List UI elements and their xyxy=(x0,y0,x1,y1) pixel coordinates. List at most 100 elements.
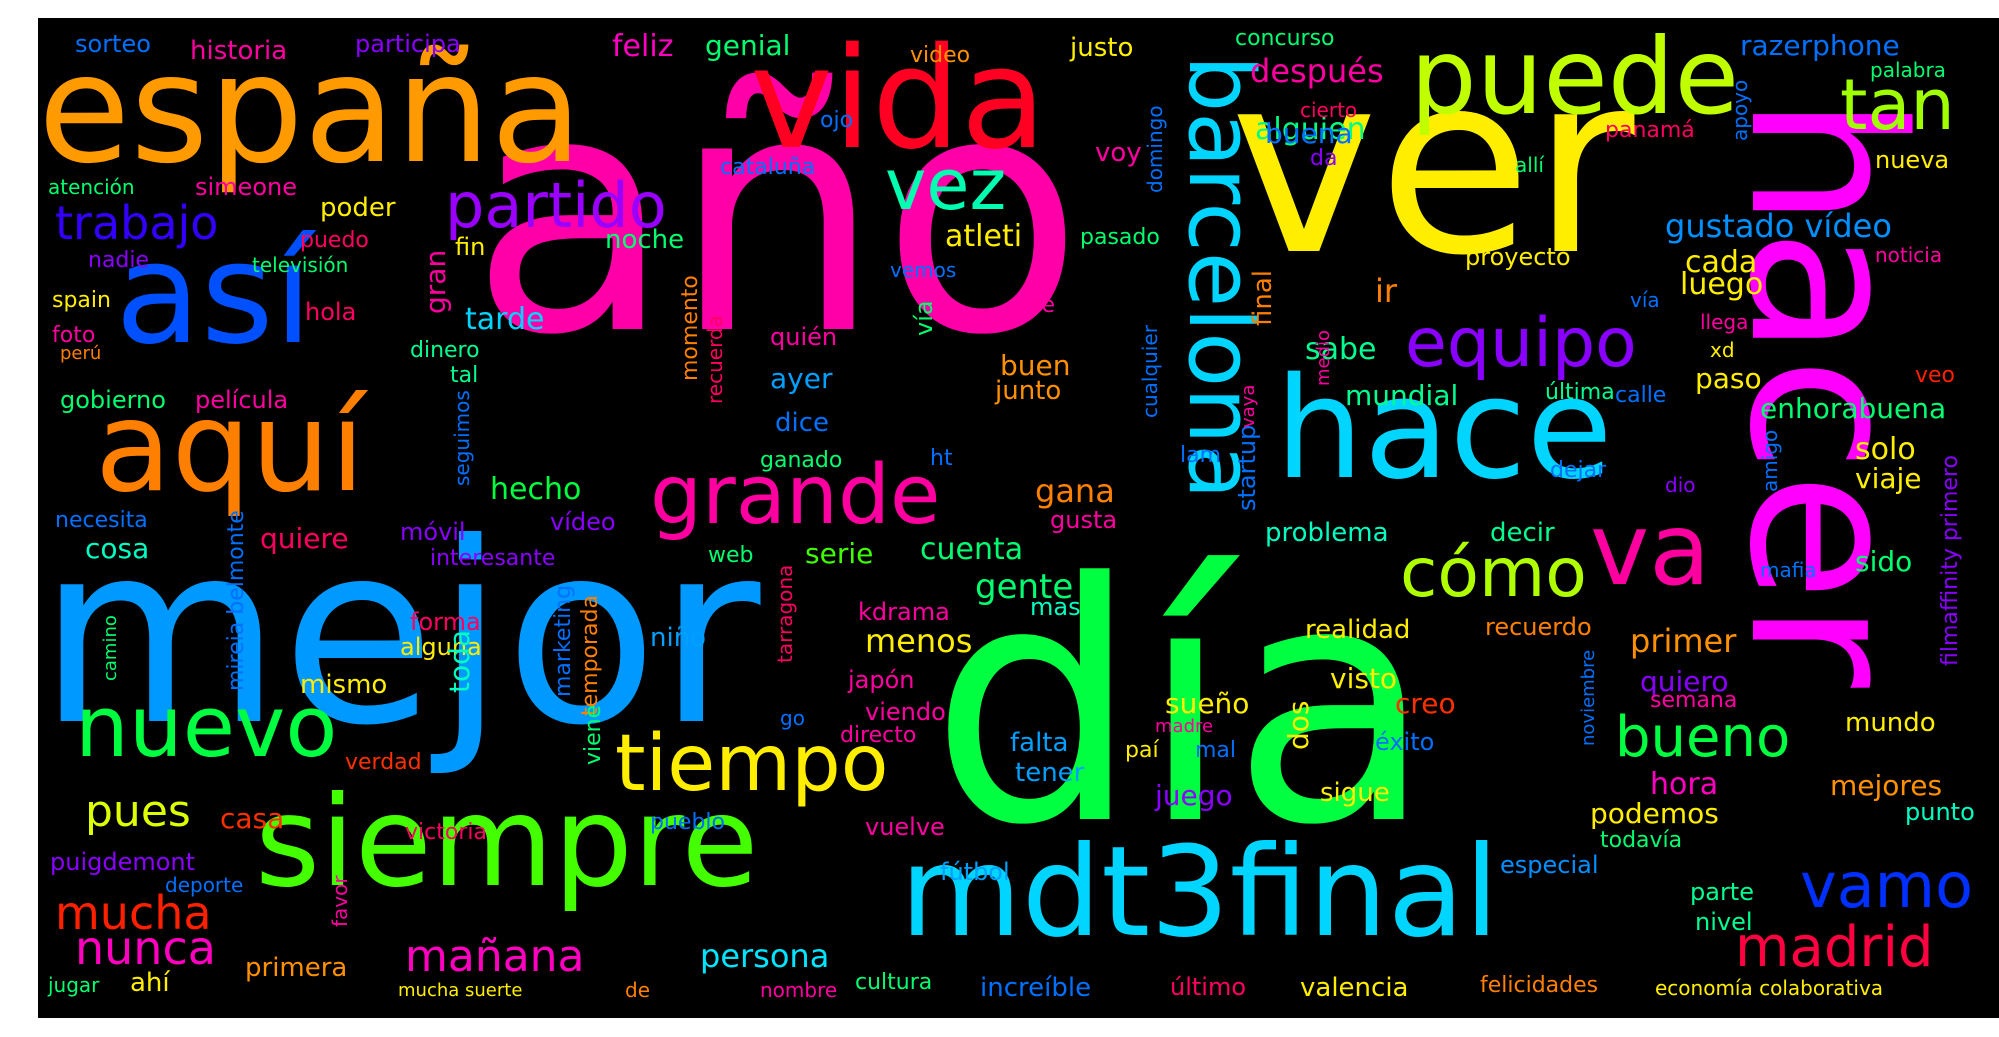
cloud-word: noticia xyxy=(1875,243,1943,267)
cloud-word: visto xyxy=(1330,662,1398,695)
cloud-word: proyecto xyxy=(1465,243,1571,271)
cloud-word: noviembre xyxy=(1578,649,1599,746)
cloud-word: seguimos xyxy=(450,390,474,486)
cloud-word: alguna xyxy=(400,633,482,661)
cloud-word: problema xyxy=(1265,518,1389,548)
cloud-word: hace xyxy=(1275,348,1613,511)
cloud-word: fin xyxy=(455,233,486,261)
cloud-word: marketing xyxy=(551,584,576,697)
cloud-word: nombre xyxy=(760,978,838,1002)
cloud-word: vídeo xyxy=(550,508,616,536)
cloud-word: allí xyxy=(1515,153,1544,177)
cloud-word: tener xyxy=(1015,758,1085,788)
cloud-word: da xyxy=(1310,146,1338,171)
cloud-word: economía colaborativa xyxy=(1655,976,1884,1000)
cloud-word: veo xyxy=(1915,363,1956,388)
cloud-word: dio xyxy=(1665,473,1696,497)
cloud-word: sorteo xyxy=(75,30,151,58)
cloud-word: última xyxy=(1545,380,1615,405)
cloud-word: calle xyxy=(1615,383,1667,408)
cloud-word: persona xyxy=(700,937,830,975)
cloud-word: pasado xyxy=(1080,225,1160,250)
cloud-word: participa xyxy=(355,30,461,58)
cloud-word: primera xyxy=(245,953,348,983)
cloud-word: sigue xyxy=(1320,778,1390,808)
word-cloud: año día ver mejor hacer españa vida así hace aquí… xyxy=(38,18,1999,1018)
cloud-word: quién xyxy=(770,323,838,351)
cloud-word: televisión xyxy=(252,253,349,277)
cloud-word: tal xyxy=(450,363,479,388)
cloud-word: casa xyxy=(220,802,285,835)
cloud-word: vamo xyxy=(1800,849,1974,922)
cloud-word: último xyxy=(1170,973,1247,1001)
cloud-word: gustado vídeo xyxy=(1665,207,1892,245)
cloud-word: así xyxy=(115,213,313,376)
cloud-word: sé xyxy=(1030,293,1055,318)
cloud-word: hora xyxy=(1650,767,1719,802)
cloud-word: pues xyxy=(85,786,191,837)
cloud-word: solo xyxy=(1855,432,1916,467)
cloud-word: noche xyxy=(605,225,685,255)
cloud-word: momento xyxy=(678,275,703,381)
cloud-word: necesita xyxy=(55,508,148,533)
cloud-word: primer xyxy=(1630,622,1737,660)
cloud-word: llega xyxy=(1700,310,1749,334)
cloud-word: quiero xyxy=(1640,665,1729,698)
cloud-word: especial xyxy=(1500,851,1599,879)
cloud-word: spain xyxy=(52,288,111,313)
cloud-word: dice xyxy=(775,408,830,438)
cloud-word: sido xyxy=(1855,545,1913,578)
cloud-word: ver xyxy=(1230,19,1635,310)
cloud-word: ojo xyxy=(820,108,854,133)
cloud-word: atención xyxy=(48,175,135,199)
cloud-word: valencia xyxy=(1300,973,1409,1003)
cloud-word: todavía xyxy=(1600,828,1683,853)
cloud-word: puedo xyxy=(300,228,369,253)
cloud-word: enhorabuena xyxy=(1760,392,1947,425)
cloud-word: foto xyxy=(52,323,96,348)
cloud-word: buen xyxy=(1000,349,1071,382)
cloud-word: ganado xyxy=(760,448,843,473)
cloud-word: dejar xyxy=(1550,458,1607,483)
cloud-word: éxito xyxy=(1375,728,1435,756)
cloud-word: lam xyxy=(1180,443,1222,468)
cloud-word: mejor xyxy=(38,489,761,780)
cloud-word: paí xyxy=(1125,738,1159,763)
cloud-word: junto xyxy=(995,376,1062,406)
cloud-word: jugar xyxy=(48,973,100,997)
cloud-word: ir xyxy=(1375,272,1398,310)
cloud-word: pueblo xyxy=(650,810,725,835)
cloud-word: tan xyxy=(1840,64,1955,146)
cloud-word: vemos xyxy=(890,258,957,282)
cloud-word: favor xyxy=(328,875,352,927)
cloud-word: toda xyxy=(443,629,476,693)
cloud-word: gran xyxy=(419,249,452,314)
cloud-word: mucha xyxy=(55,886,212,940)
cloud-word: domingo xyxy=(1143,105,1167,193)
cloud-word: cada xyxy=(1685,245,1758,280)
cloud-word: españa xyxy=(38,23,583,197)
cloud-word: falta xyxy=(1010,728,1069,758)
cloud-word: nuevo xyxy=(75,678,338,777)
cloud-word: cosa xyxy=(85,532,150,565)
cloud-word: creo xyxy=(1395,687,1456,720)
cloud-word: gana xyxy=(1035,472,1115,510)
cloud-word: de xyxy=(625,978,650,1002)
cloud-word: interesante xyxy=(430,546,556,571)
cloud-word: gente xyxy=(975,567,1074,607)
cloud-word: japón xyxy=(848,666,915,694)
cloud-word: día xyxy=(930,513,1434,897)
cloud-word: hecho xyxy=(490,472,582,507)
cloud-word: go xyxy=(780,706,805,730)
cloud-word: mafia xyxy=(1760,558,1817,582)
cloud-word: madre xyxy=(1155,716,1214,737)
cloud-word: paso xyxy=(1695,362,1762,395)
cloud-word: startup xyxy=(1233,424,1261,511)
cloud-word: grande xyxy=(650,448,941,543)
cloud-word: viaje xyxy=(1855,462,1922,495)
cloud-word: tiempo xyxy=(615,719,889,809)
cloud-word: semana xyxy=(1650,688,1738,713)
cloud-word: mismo xyxy=(300,670,388,700)
cloud-word: luego xyxy=(1680,267,1764,302)
cloud-word: victoria xyxy=(405,820,487,845)
